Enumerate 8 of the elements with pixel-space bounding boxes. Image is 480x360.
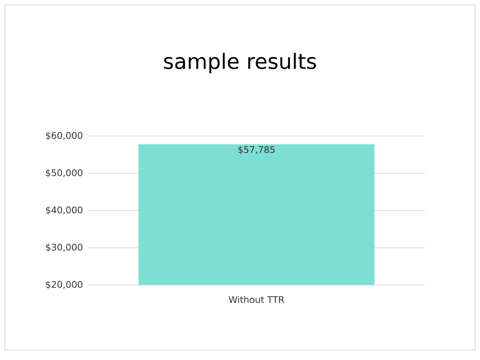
data-label: $57,785 xyxy=(238,146,275,154)
y-tick-label: $60,000 xyxy=(46,132,82,140)
chart-title: sample results xyxy=(164,52,316,74)
y-tick-label: $20,000 xyxy=(46,280,82,290)
y-tick-label: $30,000 xyxy=(46,244,82,252)
y-tick-label: $40,000 xyxy=(46,206,82,215)
y-tick-label: $50,000 xyxy=(46,169,82,178)
x-tick-label: Without TTR xyxy=(228,296,284,304)
